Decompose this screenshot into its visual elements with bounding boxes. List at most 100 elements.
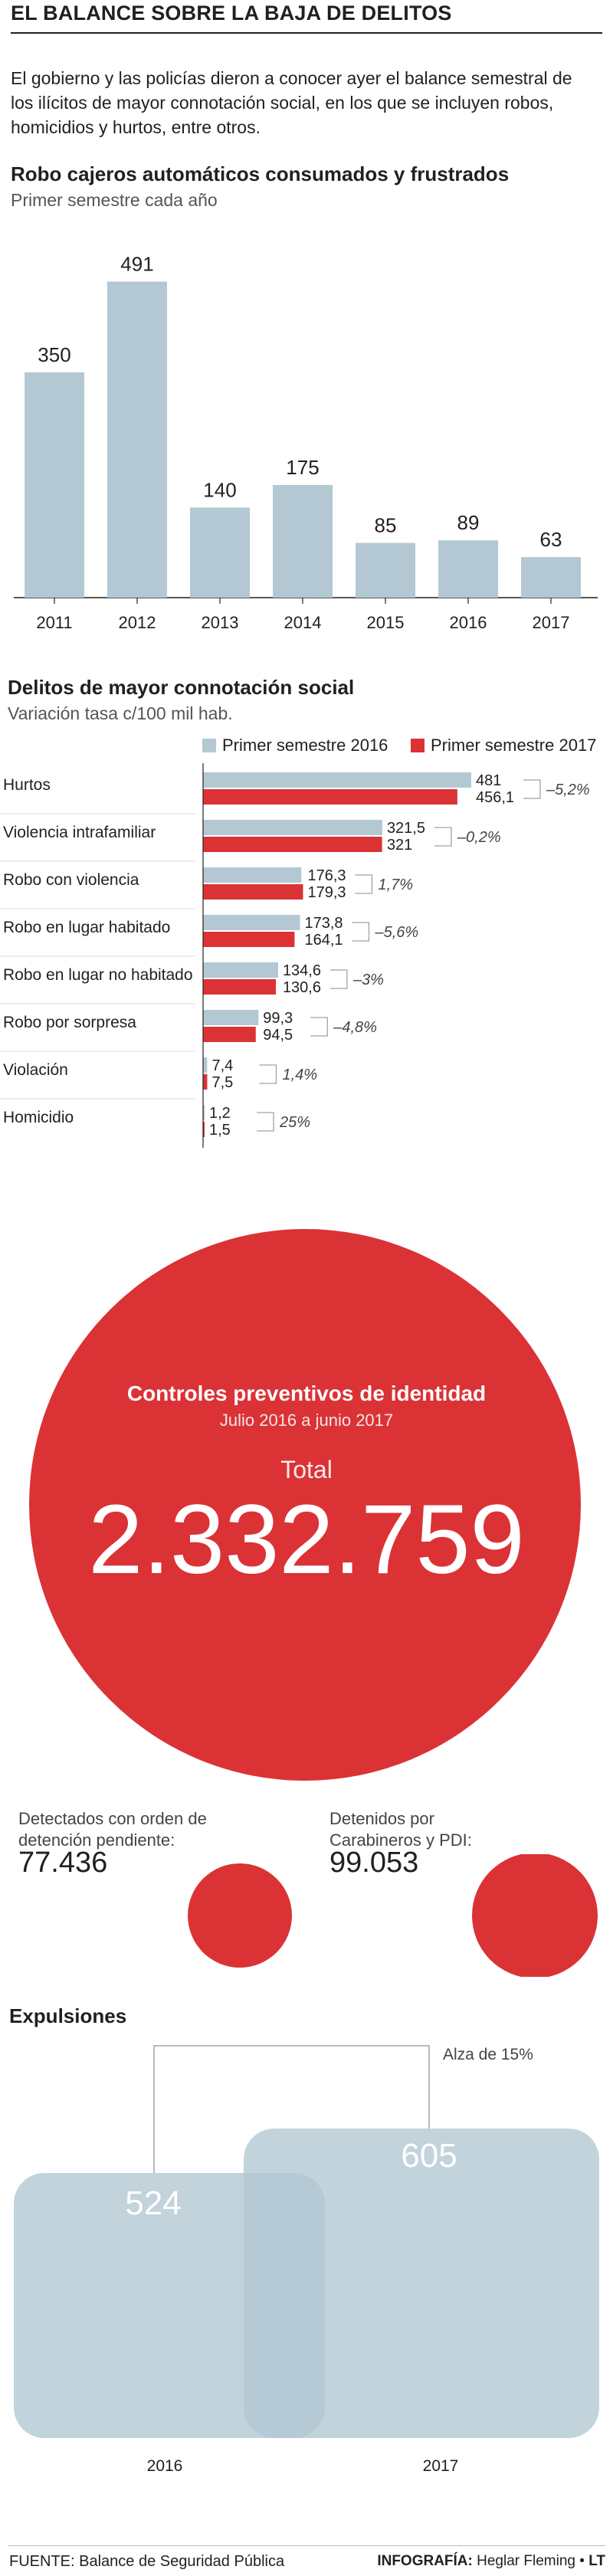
controls-bubble-chart — [29, 1229, 581, 1781]
annotation-label: Alza de 15% — [443, 2046, 533, 2063]
atm-bar — [107, 281, 167, 598]
atm-value-label: 350 — [38, 343, 70, 366]
legend-label-2017: Primer semestre 2017 — [431, 736, 597, 755]
crime-value-label-2016: 481 — [476, 772, 501, 789]
crime-bar-2017 — [203, 1122, 205, 1137]
legend-label-2016: Primer semestre 2016 — [222, 736, 388, 755]
title-rule — [11, 32, 602, 34]
crime-bar-2017 — [203, 837, 382, 852]
atm-bar — [356, 542, 415, 598]
crime-variation-label: –5,6% — [374, 924, 418, 941]
crime-value-label-2017: 1,5 — [209, 1122, 231, 1139]
crime-category-label: Violación — [3, 1061, 68, 1079]
crime-variation-label: 1,4% — [282, 1067, 317, 1083]
arrested-bubble — [472, 1854, 598, 1977]
crime-value-label-2017: 94,5 — [263, 1027, 293, 1044]
atm-bar — [190, 507, 250, 598]
crime-bar-2016 — [203, 915, 300, 930]
crime-category-label: Violencia intrafamiliar — [3, 824, 156, 841]
crime-value-label-2016: 1,2 — [209, 1105, 231, 1122]
crime-value-label-2017: 130,6 — [283, 979, 321, 996]
crime-variation-bracket — [329, 969, 348, 989]
crime-category-label: Hurtos — [3, 776, 51, 794]
arrested-value: 99.053 — [329, 1847, 419, 1879]
crime-chart-title: Delitos de mayor connotación social — [8, 676, 355, 699]
atm-bar — [521, 557, 581, 598]
total-bubble — [29, 1229, 581, 1781]
credit-separator: • — [579, 2553, 585, 2569]
crime-variation-bracket — [434, 827, 452, 847]
controls-title: Controles preventivos de identidad — [126, 1381, 487, 1405]
crime-value-label-2017: 164,1 — [304, 932, 343, 949]
crime-category-label: Homicidio — [3, 1109, 74, 1126]
crime-variation-label: 1,7% — [378, 877, 413, 893]
area-2017 — [244, 2129, 599, 2438]
category-label-2016: 2016 — [147, 2457, 183, 2475]
crime-value-label-2016: 99,3 — [263, 1010, 293, 1027]
atm-category-label: 2014 — [284, 613, 322, 632]
crime-variation-bracket — [355, 874, 373, 894]
crime-variation-bracket — [257, 1112, 274, 1132]
atm-category-label: 2013 — [202, 613, 239, 632]
atm-value-label: 85 — [375, 514, 397, 537]
atm-category-label: 2011 — [36, 613, 72, 632]
crime-category-label: Robo en lugar no habitado — [3, 966, 193, 984]
crime-bar-2017 — [203, 932, 295, 947]
legend-swatch-2016 — [202, 739, 216, 752]
crime-bar-2016 — [203, 772, 471, 788]
atm-bar — [273, 485, 333, 598]
crime-bar-2016 — [203, 1057, 208, 1073]
atm-value-label: 89 — [457, 511, 480, 534]
crime-bar-2017 — [203, 789, 457, 805]
intro-text: El gobierno y las policías dieron a cono… — [11, 68, 572, 137]
crime-variation-label: 25% — [279, 1114, 310, 1131]
crime-bar-2016 — [203, 1105, 205, 1120]
atm-value-label: 491 — [120, 253, 153, 276]
total-label: Total — [280, 1456, 333, 1483]
atm-bar — [438, 540, 498, 598]
annotation-connector — [153, 2045, 430, 2173]
crime-category-label: Robo en lugar habitado — [3, 919, 170, 936]
legend-2016: Primer semestre 2016 — [202, 736, 388, 755]
crime-variation-label: –3% — [352, 972, 384, 988]
crime-bar-2016 — [203, 820, 382, 835]
detected-value: 77.436 — [18, 1847, 108, 1879]
crime-variation-bracket — [352, 922, 370, 942]
crime-value-label-2017: 321 — [387, 837, 412, 854]
footer-rule — [8, 2545, 605, 2546]
atm-value-label: 175 — [286, 456, 319, 479]
detected-bubble — [188, 1863, 292, 1968]
expulsions-chart: Alza de 15% 524 605 2016 2017 — [14, 2045, 599, 2475]
value-label-2016: 524 — [125, 2184, 181, 2222]
atm-category-label: 2016 — [450, 613, 487, 632]
credit-name: Heglar Fleming — [477, 2553, 575, 2569]
crime-value-label-2017: 7,5 — [211, 1074, 233, 1091]
detected-label: Detectados con orden de detención pendie… — [18, 1809, 207, 1850]
legend-2017: Primer semestre 2017 — [411, 736, 596, 755]
crime-category-label: Robo con violencia — [3, 871, 139, 889]
crime-value-label-2016: 321,5 — [387, 820, 425, 837]
crime-bar-2016 — [203, 1010, 259, 1025]
atm-category-label: 2012 — [119, 613, 156, 632]
atm-chart-title: Robo cajeros automáticos consumados y fr… — [11, 162, 510, 185]
crime-value-label-2017: 456,1 — [476, 789, 514, 806]
crime-bar-2017 — [203, 979, 277, 995]
atm-category-label: 2017 — [533, 613, 570, 632]
atm-value-label: 140 — [203, 478, 236, 501]
footer-credit: INFOGRAFÍA: Heglar Fleming • LT — [377, 2553, 605, 2570]
crime-variation-label: –0,2% — [457, 829, 501, 846]
footer-source: FUENTE: Balance de Seguridad Pública — [9, 2553, 285, 2570]
crime-variation-bracket — [523, 779, 541, 799]
crime-bar-2016 — [203, 867, 302, 883]
small-bubbles — [188, 1854, 598, 1977]
crime-value-label-2016: 7,4 — [211, 1057, 233, 1074]
controls-subtitle: Julio 2016 a junio 2017 — [219, 1411, 394, 1430]
atm-chart-subtitle: Primer semestre cada año — [11, 190, 218, 210]
page-title: EL BALANCE SOBRE LA BAJA DE DELITOS — [11, 2, 452, 25]
atm-bar-chart: 350 2011 491 2012 140 2013 175 2014 85 2015 89 2016… — [14, 253, 598, 632]
crime-value-label-2016: 173,8 — [304, 915, 343, 932]
arrested-label: Detenidos por Carabineros y PDI: — [329, 1809, 472, 1850]
crime-value-label-2016: 134,6 — [283, 962, 321, 979]
crime-bar-2017 — [203, 1027, 256, 1042]
